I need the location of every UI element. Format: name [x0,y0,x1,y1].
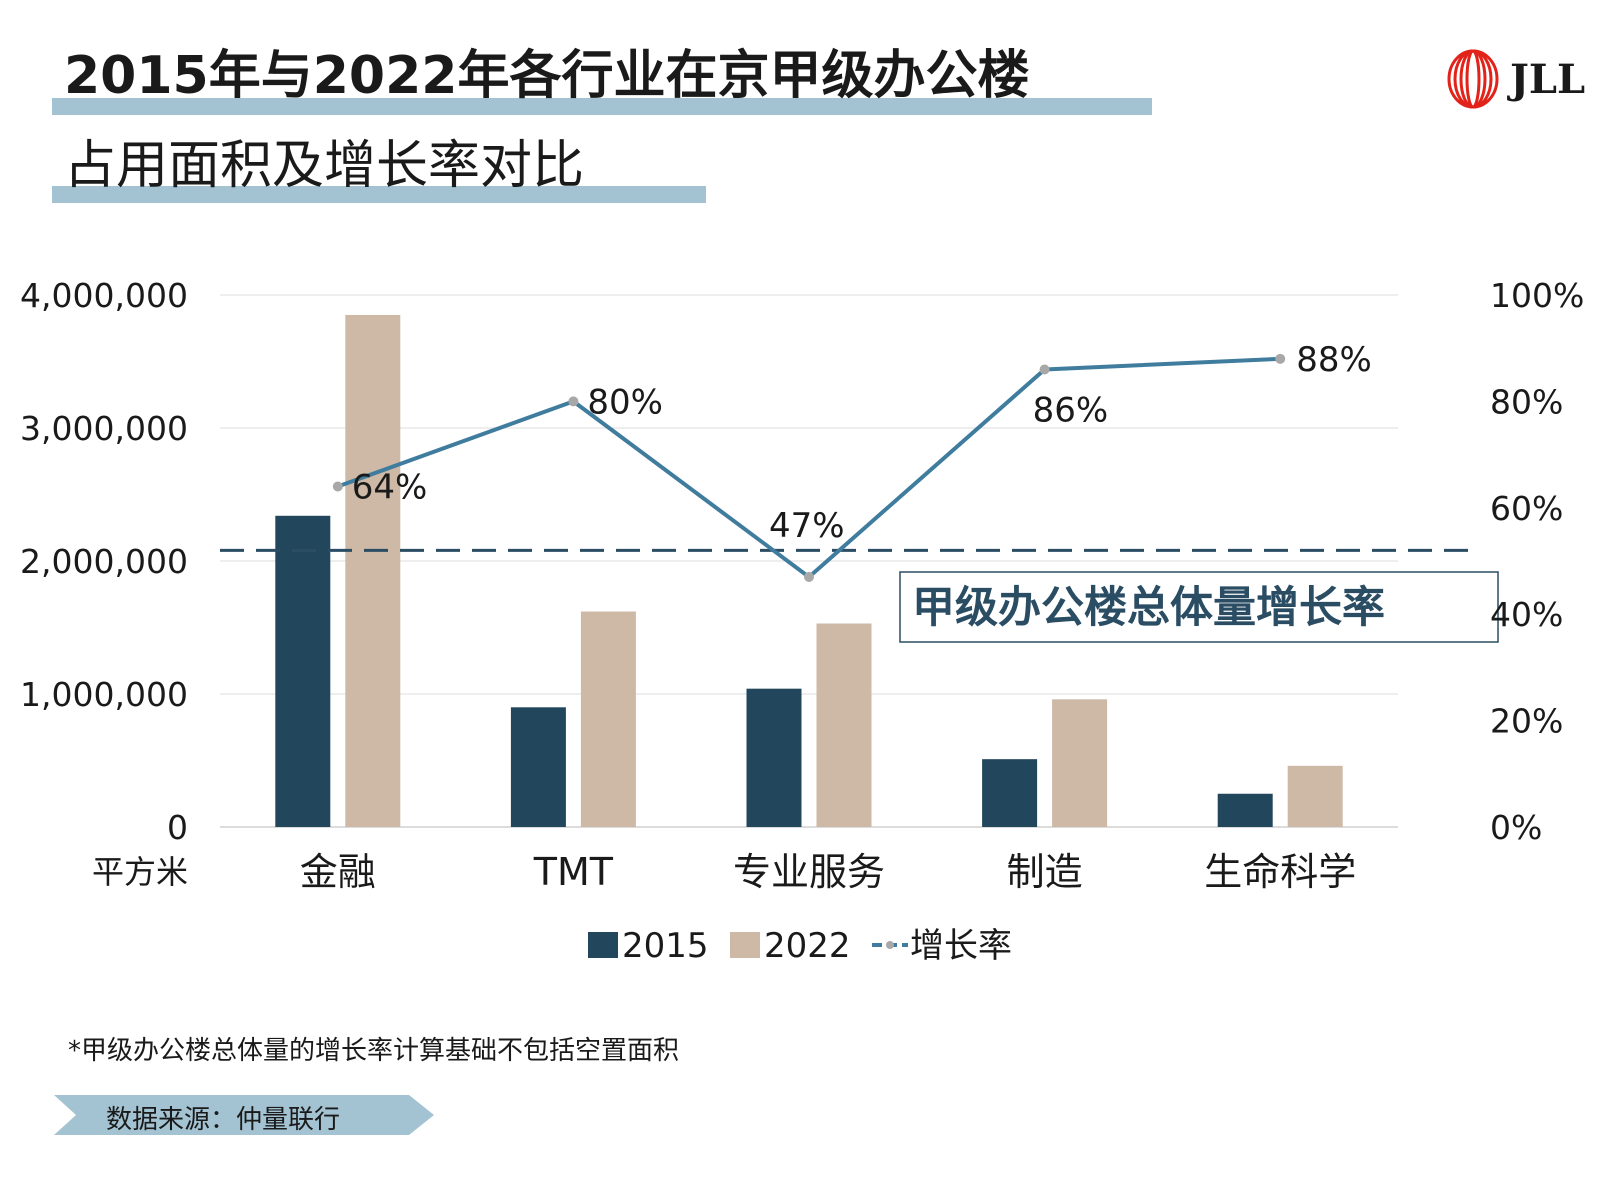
overall-growth-label: 甲级办公楼总体量增长率 [912,583,1385,633]
category-label: TMT [533,850,614,894]
category-label: 专业服务 [733,850,885,894]
title-line-1: 2015年与2022年各行业在京甲级办公楼 [52,50,1152,115]
growth-rate-data-label: 80% [587,382,663,422]
chart-title-1: 2015年与2022年各行业在京甲级办公楼 [64,46,1030,106]
growth-rate-data-label: 88% [1296,340,1372,380]
y-right-tick-label: 40% [1490,595,1563,634]
chart-title-2: 占用面积及增长率对比 [64,136,585,196]
y-left-tick-label: 2,000,000 [20,542,188,581]
growth-rate-data-label: 47% [769,506,845,546]
bar-2015 [510,707,566,827]
title-line-2: 占用面积及增长率对比 [52,140,706,203]
growth-rate-point [804,571,814,582]
callout-box [899,571,1499,643]
growth-rate-point [1275,353,1286,364]
source-tag-shape [54,1095,434,1135]
legend-marker-growth [886,941,894,949]
title-underline-bar [52,98,1152,115]
jll-logo-icon [1447,49,1499,109]
bar-2015 [275,515,331,827]
category-label: 金融 [300,850,376,894]
bar-2022 [1287,765,1343,827]
y-right-tick-label: 20% [1490,702,1563,741]
data-source: 数据来源：仲量联行 [106,1105,341,1135]
bar-2022 [580,611,636,827]
legend-label-2022: 2022 [764,926,851,966]
bar-2022 [1052,699,1108,827]
growth-rate-point [332,481,343,492]
legend-swatch-2022 [730,932,760,958]
category-label: 制造 [1007,850,1083,894]
growth-rate-data-label: 86% [1033,390,1109,430]
y-left-tick-label: 0 [167,808,188,847]
growth-rate-point [568,396,579,407]
y-right-tick-label: 0% [1490,808,1542,847]
y-right-tick-label: 60% [1490,489,1563,528]
bar-line-chart: 甲级办公楼总体量增长率 64% 80% 47% 86% 88% 0 1,000,000 2,… [20,276,1584,966]
bar-2015 [1217,793,1273,827]
title-underline-bar [52,186,706,203]
bar-2015 [982,759,1038,827]
y-left-tick-label: 4,000,000 [20,276,188,315]
bar-2015 [746,688,802,827]
growth-rate-data-label: 64% [352,468,428,508]
legend-label-2015: 2015 [622,926,709,966]
footnote: *甲级办公楼总体量的增长率计算基础不包括空置面积 [68,1036,680,1066]
growth-rate-point [1039,364,1050,375]
category-label: 生命科学 [1204,850,1356,894]
y-left-tick-label: 1,000,000 [20,675,188,714]
bar-2022 [816,623,872,827]
legend-swatch-2015 [588,932,618,958]
y-left-tick-label: 3,000,000 [20,409,188,448]
legend-label-growth: 增长率 [910,926,1012,966]
y-left-unit-label: 平方米 [92,853,188,891]
jll-logo-text: JLL [1510,56,1586,103]
y-right-tick-label: 80% [1490,382,1563,421]
bar-2022 [345,314,401,827]
y-right-tick-label: 100% [1490,276,1584,315]
